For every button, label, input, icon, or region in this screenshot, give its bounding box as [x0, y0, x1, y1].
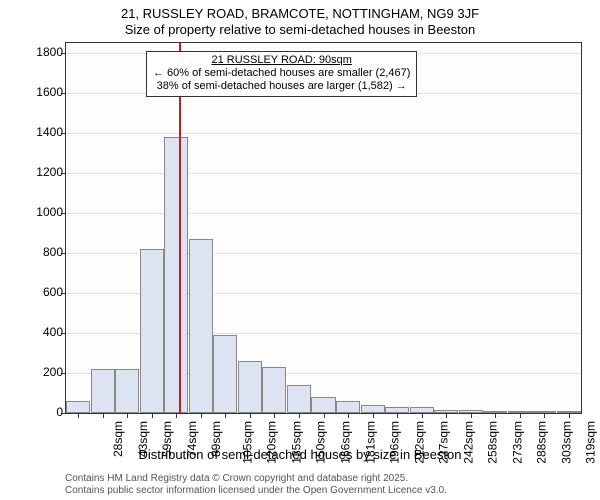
xtick-mark: [520, 413, 521, 418]
ytick-label: 1200: [36, 165, 63, 179]
histogram-bar: [189, 239, 213, 413]
title-line1: 21, RUSSLEY ROAD, BRAMCOTE, NOTTINGHAM, …: [0, 6, 600, 21]
xtick-mark: [422, 413, 423, 418]
histogram-bar: [336, 401, 360, 413]
xtick-mark: [544, 413, 545, 418]
ytick-label: 1400: [36, 125, 63, 139]
xtick-mark: [78, 413, 79, 418]
plot-area: 21 RUSSLEY ROAD: 90sqm ← 60% of semi-det…: [65, 42, 582, 414]
annotation-title: 21 RUSSLEY ROAD: 90sqm: [153, 54, 410, 67]
histogram-bar: [91, 369, 115, 413]
histogram-bar: [361, 405, 385, 413]
xtick-mark: [152, 413, 153, 418]
xtick-mark: [397, 413, 398, 418]
histogram-bar: [262, 367, 286, 413]
xtick-mark: [103, 413, 104, 418]
ytick-label: 600: [43, 285, 63, 299]
title-line2: Size of property relative to semi-detach…: [0, 22, 600, 37]
xtick-mark: [373, 413, 374, 418]
ytick-label: 0: [56, 405, 63, 419]
histogram-bar: [238, 361, 262, 413]
histogram-bar: [164, 137, 188, 413]
ytick-label: 1800: [36, 45, 63, 59]
xtick-mark: [201, 413, 202, 418]
footer-line2: Contains public sector information licen…: [65, 485, 447, 496]
histogram-bar: [140, 249, 164, 413]
xtick-mark: [250, 413, 251, 418]
xtick-mark: [274, 413, 275, 418]
gridline: [66, 133, 581, 134]
annotation-smaller: ← 60% of semi-detached houses are smalle…: [153, 67, 410, 80]
histogram-bar: [66, 401, 90, 413]
chart-container: 21, RUSSLEY ROAD, BRAMCOTE, NOTTINGHAM, …: [0, 0, 600, 500]
histogram-bar: [311, 397, 335, 413]
footer-line1: Contains HM Land Registry data © Crown c…: [65, 473, 408, 484]
gridline: [66, 213, 581, 214]
xtick-mark: [471, 413, 472, 418]
ytick-label: 1000: [36, 205, 63, 219]
xtick-mark: [348, 413, 349, 418]
x-axis-label: Distribution of semi-detached houses by …: [0, 447, 600, 462]
ytick-label: 1600: [36, 85, 63, 99]
xtick-mark: [495, 413, 496, 418]
annotation-box: 21 RUSSLEY ROAD: 90sqm ← 60% of semi-det…: [146, 51, 417, 97]
xtick-mark: [324, 413, 325, 418]
ytick-label: 200: [43, 365, 63, 379]
histogram-bar: [115, 369, 139, 413]
xtick-mark: [569, 413, 570, 418]
annotation-larger: 38% of semi-detached houses are larger (…: [153, 80, 410, 93]
xtick-mark: [127, 413, 128, 418]
histogram-bar: [287, 385, 311, 413]
histogram-bar: [213, 335, 237, 413]
xtick-mark: [446, 413, 447, 418]
ytick-label: 400: [43, 325, 63, 339]
ytick-label: 800: [43, 245, 63, 259]
reference-line: [179, 43, 181, 413]
xtick-mark: [225, 413, 226, 418]
xtick-mark: [299, 413, 300, 418]
xtick-mark: [176, 413, 177, 418]
gridline: [66, 173, 581, 174]
